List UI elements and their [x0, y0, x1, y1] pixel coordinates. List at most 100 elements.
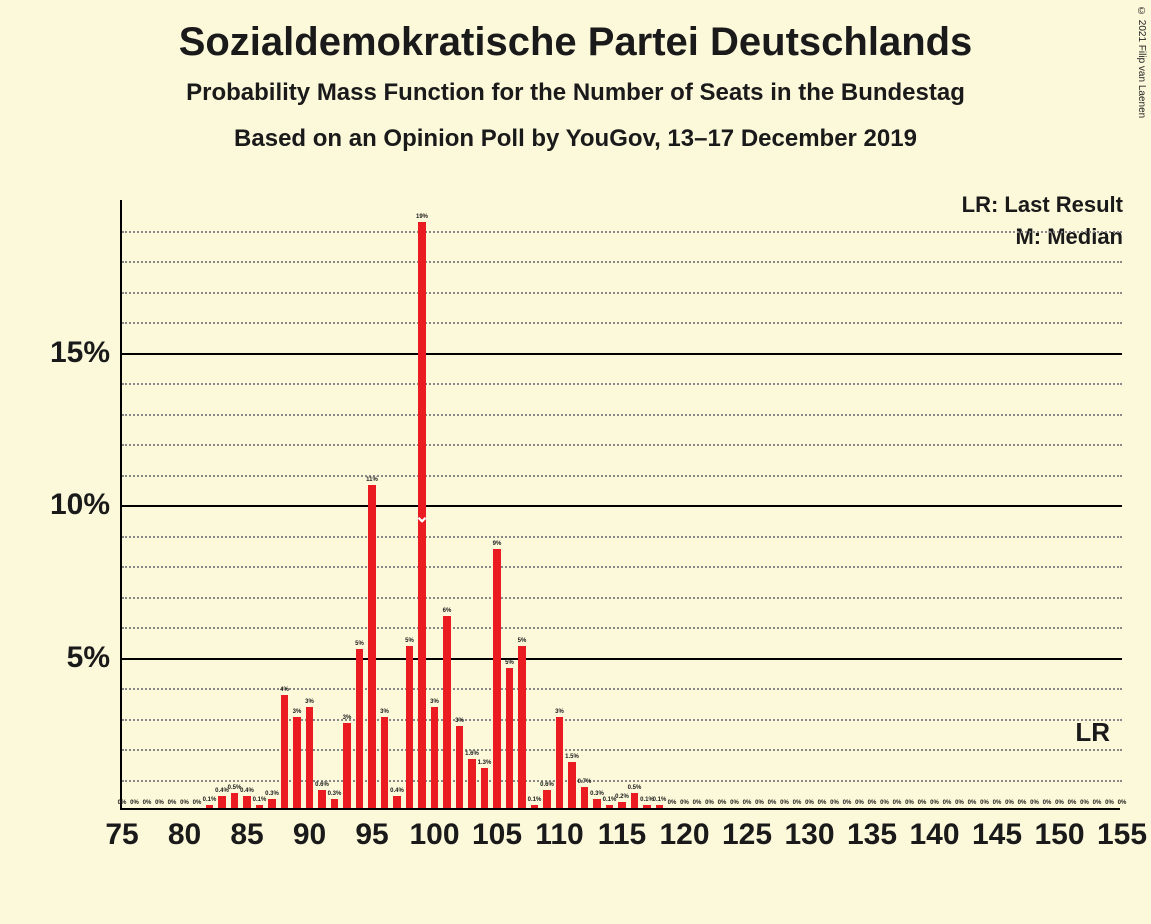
bar-value-label: 0%	[143, 800, 152, 806]
bar	[281, 695, 289, 808]
copyright-text: © 2021 Filip van Laenen	[1136, 6, 1147, 118]
gridline-minor	[122, 475, 1122, 477]
bar-value-label: 9%	[493, 541, 502, 547]
bar-value-label: 0%	[755, 800, 764, 806]
bar-value-label: 0.1%	[203, 797, 217, 803]
bar	[243, 796, 251, 808]
bar	[268, 799, 276, 808]
bar-value-label: 5%	[355, 641, 364, 647]
bar-value-label: 0%	[743, 800, 752, 806]
gridline-minor	[122, 292, 1122, 294]
bar	[343, 723, 351, 808]
bar-value-label: 0.1%	[653, 797, 667, 803]
gridline-minor	[122, 383, 1122, 385]
gridline-major	[122, 353, 1122, 355]
bar-value-label: 3%	[343, 715, 352, 721]
bar-value-label: 0%	[1018, 800, 1027, 806]
bar	[493, 549, 501, 808]
bar	[306, 707, 314, 808]
bar-value-label: 0.7%	[578, 779, 592, 785]
bar-value-label: 3%	[430, 699, 439, 705]
bar	[231, 793, 239, 808]
bar-value-label: 0%	[1030, 800, 1039, 806]
gridline-minor	[122, 414, 1122, 416]
x-axis-tick: 75	[105, 818, 138, 852]
gridline-minor	[122, 719, 1122, 721]
bar-value-label: 1.5%	[565, 754, 579, 760]
x-axis-tick: 90	[293, 818, 326, 852]
y-axis-tick: 15%	[20, 336, 110, 370]
bar	[456, 726, 464, 808]
gridline-minor	[122, 444, 1122, 446]
bar	[256, 805, 264, 808]
bar-value-label: 0%	[705, 800, 714, 806]
bar-value-label: 0%	[730, 800, 739, 806]
bar-value-label: 0%	[843, 800, 852, 806]
bar-value-label: 0%	[1055, 800, 1064, 806]
x-axis-tick: 85	[230, 818, 263, 852]
bar	[468, 759, 476, 808]
bar-value-label: 0%	[968, 800, 977, 806]
bar-value-label: 0%	[155, 800, 164, 806]
bar-value-label: 0%	[980, 800, 989, 806]
bar-value-label: 19%	[416, 214, 428, 220]
bar-value-label: 0%	[118, 800, 127, 806]
bar-value-label: 0%	[855, 800, 864, 806]
bar	[443, 616, 451, 808]
bar-value-label: 0%	[768, 800, 777, 806]
bar-value-label: 6%	[443, 608, 452, 614]
bar	[618, 802, 626, 808]
bar	[531, 805, 539, 808]
bar-value-label: 0%	[905, 800, 914, 806]
bar-value-label: 3%	[455, 718, 464, 724]
bar	[518, 646, 526, 808]
gridline-minor	[122, 780, 1122, 782]
chart-subtitle-2: Based on an Opinion Poll by YouGov, 13–1…	[0, 125, 1151, 153]
bar-value-label: 0.4%	[240, 788, 254, 794]
bar-value-label: 0%	[693, 800, 702, 806]
bar-value-label: 0%	[1043, 800, 1052, 806]
bar	[506, 668, 514, 808]
lr-inline-label: LR	[1075, 717, 1110, 748]
bar	[543, 790, 551, 808]
x-axis-tick: 110	[535, 818, 583, 852]
bar-value-label: 0%	[793, 800, 802, 806]
x-axis-tick: 100	[409, 818, 459, 852]
bar-value-label: 0.3%	[328, 791, 342, 797]
bar	[556, 717, 564, 809]
bar-value-label: 5%	[505, 660, 514, 666]
bar-value-label: 0%	[993, 800, 1002, 806]
bar	[381, 717, 389, 809]
bar	[406, 646, 414, 808]
gridline-minor	[122, 688, 1122, 690]
bar	[293, 717, 301, 809]
bar-value-label: 0%	[680, 800, 689, 806]
bar	[643, 805, 651, 808]
gridline-major	[122, 505, 1122, 507]
bar-value-label: 0%	[818, 800, 827, 806]
chart-subtitle-1: Probability Mass Function for the Number…	[0, 79, 1151, 107]
bar-value-label: 5%	[405, 638, 414, 644]
gridline-minor	[122, 597, 1122, 599]
bar-value-label: 0.5%	[628, 785, 642, 791]
bar	[631, 793, 639, 808]
bar-value-label: 0%	[168, 800, 177, 806]
chart-title: Sozialdemokratische Partei Deutschlands	[0, 0, 1151, 65]
x-axis-tick: 105	[472, 818, 522, 852]
bar-value-label: 1.3%	[478, 760, 492, 766]
bar-value-label: 0%	[180, 800, 189, 806]
x-axis-tick: 150	[1034, 818, 1084, 852]
plot-region: 5%10%15%75808590951001051101151201251301…	[120, 200, 1120, 810]
bar	[656, 805, 664, 808]
bar-value-label: 0%	[1068, 800, 1077, 806]
bar	[206, 805, 214, 808]
bar-value-label: 0%	[955, 800, 964, 806]
bar-value-label: 0%	[193, 800, 202, 806]
x-axis-tick: 120	[659, 818, 709, 852]
bar-value-label: 0%	[1005, 800, 1014, 806]
x-axis-tick: 140	[909, 818, 959, 852]
bar-value-label: 0%	[805, 800, 814, 806]
bar-value-label: 0.1%	[253, 797, 267, 803]
bar	[393, 796, 401, 808]
bar-value-label: 3%	[293, 709, 302, 715]
